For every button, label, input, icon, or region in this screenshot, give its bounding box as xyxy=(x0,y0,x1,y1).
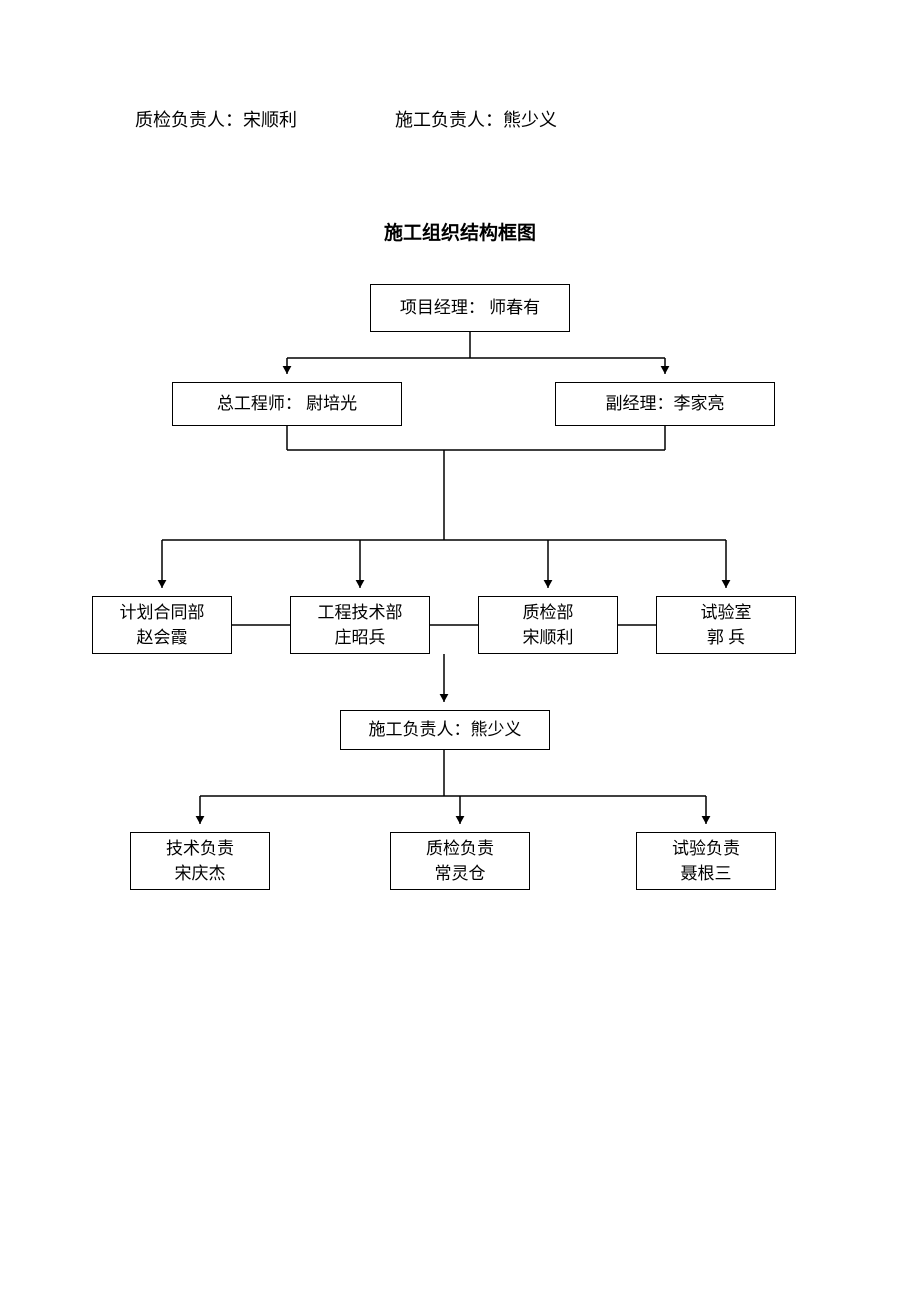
node-line: 总工程师： 尉培光 xyxy=(217,391,357,417)
node-line: 试验室 xyxy=(701,600,752,626)
node-deputy-manager: 副经理：李家亮 xyxy=(555,382,775,426)
node-line: 计划合同部 xyxy=(120,600,205,626)
node-tech-dept: 工程技术部庄昭兵 xyxy=(290,596,430,654)
node-bottom-tech: 技术负责宋庆杰 xyxy=(130,832,270,890)
node-construction-lead: 施工负责人：熊少义 xyxy=(340,710,550,750)
node-bottom-qc: 质检负责常灵仓 xyxy=(390,832,530,890)
node-project-manager: 项目经理： 师春有 xyxy=(370,284,570,332)
node-lab-dept: 试验室郭 兵 xyxy=(656,596,796,654)
node-line: 试验负责 xyxy=(672,836,740,862)
node-qc-dept: 质检部宋顺利 xyxy=(478,596,618,654)
node-line: 项目经理： 师春有 xyxy=(400,295,540,321)
node-line: 副经理：李家亮 xyxy=(606,391,725,417)
node-line: 郭 兵 xyxy=(707,625,745,651)
node-line: 聂根三 xyxy=(681,861,732,887)
node-line: 庄昭兵 xyxy=(335,625,386,651)
node-plan-dept: 计划合同部赵会霞 xyxy=(92,596,232,654)
node-line: 宋庆杰 xyxy=(175,861,226,887)
node-line: 工程技术部 xyxy=(318,600,403,626)
header-left: 质检负责人：宋顺利 xyxy=(135,106,297,132)
node-bottom-lab: 试验负责聂根三 xyxy=(636,832,776,890)
node-line: 施工负责人：熊少义 xyxy=(369,717,522,743)
header-right: 施工负责人：熊少义 xyxy=(395,106,557,132)
node-line: 赵会霞 xyxy=(137,625,188,651)
diagram-title: 施工组织结构框图 xyxy=(0,218,920,245)
node-line: 技术负责 xyxy=(166,836,234,862)
node-line: 常灵仓 xyxy=(435,861,486,887)
node-line: 质检部 xyxy=(523,600,574,626)
node-line: 宋顺利 xyxy=(523,625,574,651)
node-line: 质检负责 xyxy=(426,836,494,862)
node-chief-engineer: 总工程师： 尉培光 xyxy=(172,382,402,426)
